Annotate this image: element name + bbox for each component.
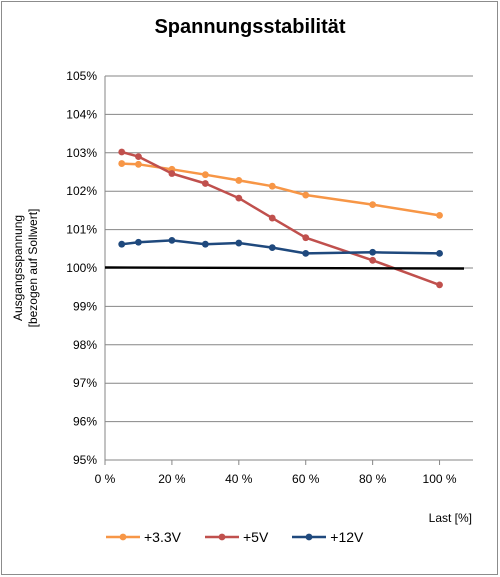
legend-item-0: +3.3V (104, 527, 181, 547)
data-point-s2-3 (201, 240, 209, 248)
data-point-s2-5 (268, 244, 276, 252)
data-point-s0-8 (436, 211, 443, 219)
x-tick-label-4: 80 % (359, 472, 387, 486)
y-tick-label-7: 102% (66, 184, 97, 198)
y-tick-label-5: 100% (66, 261, 97, 275)
x-tick-label-1: 20 % (158, 472, 186, 486)
x-tick-label-3: 60 % (292, 472, 320, 486)
data-point-s0-0 (118, 160, 126, 167)
x-tick-label-0: 0 % (95, 472, 116, 486)
y-tick-label-10: 105% (66, 69, 97, 83)
x-tick-label-5: 100 % (423, 472, 457, 486)
x-axis-label: Last [%] (428, 511, 472, 525)
legend-swatch-marker-2 (305, 533, 313, 541)
data-point-s2-7 (369, 248, 377, 256)
data-point-s2-4 (235, 239, 243, 247)
data-point-s0-4 (235, 177, 243, 184)
x-tick-label-2: 40 % (225, 472, 253, 486)
data-point-s0-1 (135, 160, 142, 168)
y-tick-label-4: 99% (73, 299, 97, 313)
reference-line (104, 266, 465, 270)
legend-swatch-1 (204, 533, 239, 541)
data-point-s1-5 (268, 214, 276, 222)
y-tick-label-3: 98% (73, 338, 97, 352)
data-point-s1-6 (302, 234, 310, 242)
legend-swatch-0 (106, 533, 140, 541)
legend-swatch-marker-0 (119, 533, 127, 541)
y-tick-label-1: 96% (73, 415, 97, 429)
data-point-s2-6 (302, 250, 310, 257)
data-point-s0-6 (302, 191, 310, 199)
data-point-s2-2 (168, 236, 176, 244)
legend-swatch-marker-1 (218, 533, 226, 541)
data-point-s1-1 (135, 153, 142, 161)
data-point-s1-4 (235, 194, 243, 202)
data-point-s1-3 (201, 180, 209, 187)
data-point-s0-7 (369, 201, 377, 209)
y-tick-label-0: 95% (73, 453, 97, 467)
data-point-s2-1 (135, 238, 142, 246)
legend-item-1: +5V (203, 527, 268, 547)
data-point-s1-2 (168, 170, 176, 177)
legend-label-1: +5V (242, 529, 269, 545)
y-tick-label-6: 101% (66, 223, 97, 237)
chart-title: Spannungsstabilität (154, 16, 346, 38)
legend-item-2: +12V (290, 527, 363, 547)
legend-label-2: +12V (330, 529, 364, 545)
legend-swatch-2 (292, 533, 327, 541)
y-tick-label-9: 104% (66, 107, 97, 121)
data-point-s2-0 (118, 240, 126, 248)
data-point-s1-7 (369, 256, 377, 264)
data-point-s2-8 (436, 250, 443, 257)
data-point-s0-3 (201, 171, 209, 179)
legend-label-0: +3.3V (144, 529, 181, 545)
legend: +3.3V +5V +12V (104, 527, 385, 547)
data-point-s1-8 (436, 281, 443, 289)
y-tick-label-8: 103% (66, 146, 97, 160)
y-tick-label-2: 97% (73, 376, 97, 390)
data-point-s1-0 (118, 148, 126, 156)
data-point-s0-5 (268, 182, 276, 190)
